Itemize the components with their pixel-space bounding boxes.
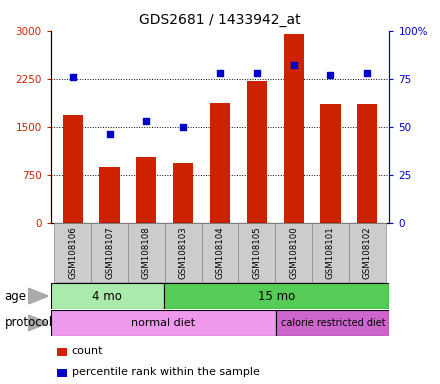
Bar — [357, 104, 378, 223]
Text: count: count — [72, 346, 103, 356]
Bar — [51, 310, 276, 336]
Text: calorie restricted diet: calorie restricted diet — [281, 318, 385, 328]
Text: GSM108104: GSM108104 — [216, 226, 224, 279]
Point — [143, 118, 150, 124]
Point — [364, 70, 371, 76]
Text: GSM108101: GSM108101 — [326, 226, 335, 279]
Point — [253, 70, 260, 76]
Bar — [99, 167, 120, 223]
Polygon shape — [29, 288, 48, 304]
Text: normal diet: normal diet — [132, 318, 196, 328]
Bar — [128, 223, 165, 282]
Text: GSM108102: GSM108102 — [363, 226, 372, 279]
Text: GSM108108: GSM108108 — [142, 226, 151, 279]
Bar — [312, 223, 349, 282]
Polygon shape — [29, 315, 48, 331]
Bar — [173, 163, 193, 223]
Text: protocol: protocol — [4, 316, 52, 329]
Bar — [136, 157, 157, 223]
Bar — [51, 283, 164, 309]
Point — [327, 72, 334, 78]
Bar — [275, 223, 312, 282]
Text: GSM108106: GSM108106 — [68, 226, 77, 279]
Bar — [202, 223, 238, 282]
Bar — [247, 81, 267, 223]
Bar — [276, 310, 389, 336]
Point — [106, 131, 113, 137]
Bar — [62, 115, 83, 223]
Text: percentile rank within the sample: percentile rank within the sample — [72, 367, 260, 377]
Bar — [54, 223, 91, 282]
Point — [290, 62, 297, 68]
Bar — [165, 223, 202, 282]
Text: GSM108105: GSM108105 — [252, 226, 261, 279]
Bar — [210, 103, 230, 223]
Bar — [238, 223, 275, 282]
Bar — [320, 104, 341, 223]
Bar — [164, 283, 389, 309]
Text: GDS2681 / 1433942_at: GDS2681 / 1433942_at — [139, 13, 301, 27]
Bar — [91, 223, 128, 282]
Point — [69, 74, 76, 80]
Text: GSM108100: GSM108100 — [289, 226, 298, 279]
Bar — [283, 34, 304, 223]
Text: age: age — [4, 290, 26, 303]
Text: 4 mo: 4 mo — [92, 290, 122, 303]
Point — [216, 70, 224, 76]
Text: GSM108107: GSM108107 — [105, 226, 114, 279]
Point — [180, 124, 187, 130]
Text: 15 mo: 15 mo — [258, 290, 295, 303]
Bar — [349, 223, 386, 282]
Text: GSM108103: GSM108103 — [179, 226, 188, 279]
